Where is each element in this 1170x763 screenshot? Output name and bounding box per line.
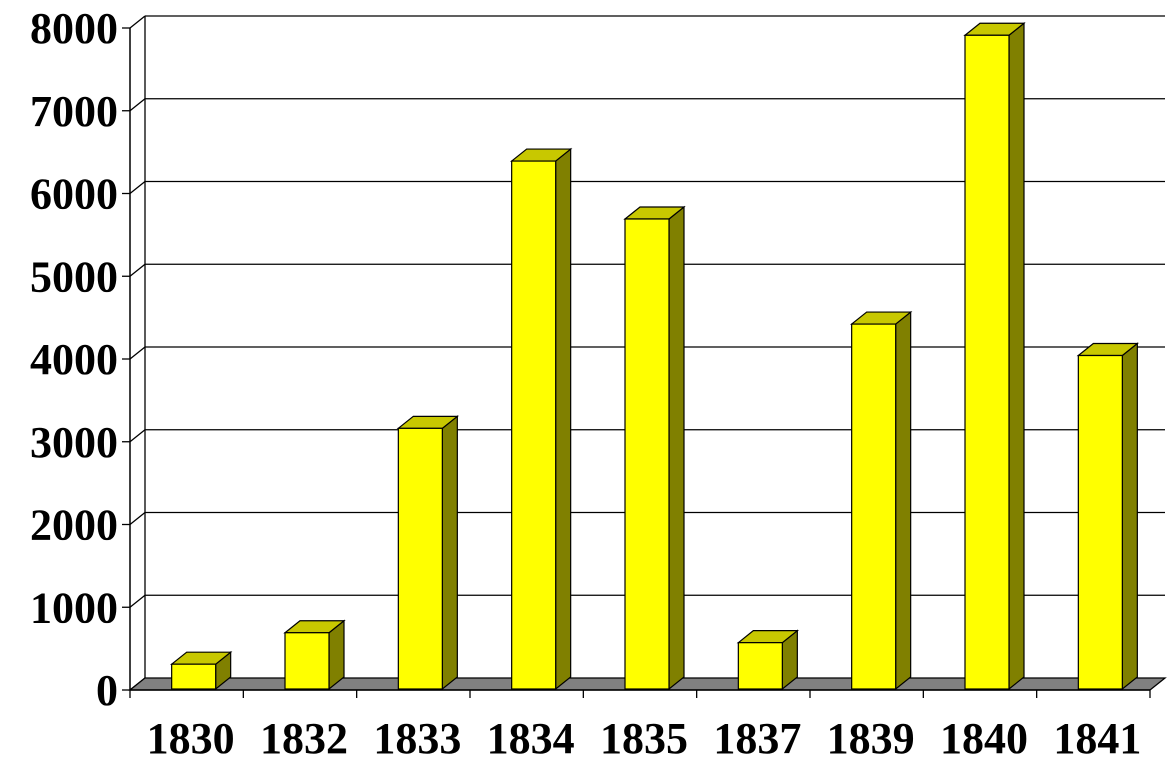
bar-1832 [283, 619, 346, 691]
gridline-side [129, 346, 146, 360]
axes [122, 16, 1151, 698]
bar-front-face [171, 663, 217, 690]
y-tick-label: 1000 [30, 583, 118, 632]
bar-front-face [737, 642, 783, 690]
bar-front-face [284, 632, 330, 690]
x-tick-label: 1834 [487, 714, 575, 758]
bar-side-face [668, 205, 685, 691]
x-tick-label: 1833 [373, 714, 461, 758]
bar-1830 [169, 650, 233, 691]
gridline-side [129, 263, 146, 277]
bar-1839 [849, 310, 913, 691]
y-tick-label: 5000 [30, 252, 118, 301]
x-tick-label: 1837 [713, 714, 801, 758]
x-tick-label: 1839 [827, 714, 915, 758]
y-tick-labels: 0 1000 2000 3000 4000 5000 6000 7000 8000 [30, 4, 118, 715]
bars [169, 22, 1140, 691]
gridline-side [129, 594, 146, 608]
bar-1833 [396, 415, 460, 691]
bar-front-face [397, 427, 443, 690]
y-tick-label: 6000 [30, 170, 118, 219]
y-tick-label: 0 [96, 666, 118, 715]
bar-side-face [895, 310, 912, 691]
y-tick-label: 8000 [30, 4, 118, 53]
x-tick-label: 1840 [940, 714, 1028, 758]
bar-side-face [555, 147, 572, 691]
gridline-side [129, 511, 146, 526]
bar-1834 [509, 147, 573, 691]
bar-side-face [441, 415, 458, 691]
bar-front-face [1077, 354, 1123, 690]
bar-side-face [1121, 342, 1138, 691]
x-tick-label: 1830 [147, 714, 235, 758]
x-tick-label: 1832 [260, 714, 348, 758]
bar-1835 [623, 205, 686, 691]
x-tick-label: 1841 [1053, 714, 1141, 758]
bar-1840 [963, 22, 1026, 691]
bar-1841 [1076, 342, 1140, 691]
y-tick-label: 3000 [30, 418, 118, 467]
bar-front-face [624, 218, 670, 690]
gridline-side [129, 98, 146, 112]
bar-front-face [964, 34, 1010, 690]
y-tick-label: 2000 [30, 501, 118, 550]
gridline-side [129, 15, 146, 29]
y-tick-label: 7000 [30, 87, 118, 136]
bar-front-face [511, 160, 557, 690]
bar-side-face [1008, 22, 1025, 691]
bar-front-face [851, 323, 897, 690]
x-tick-labels: 1830 1832 1833 1834 1835 1837 1839 1840 1841 [147, 714, 1142, 763]
y-tick-label: 4000 [30, 335, 118, 384]
bar-1837 [736, 629, 800, 691]
gridline-side [129, 180, 146, 195]
x-tick-label: 1835 [600, 714, 688, 758]
gridline-side [129, 429, 146, 443]
